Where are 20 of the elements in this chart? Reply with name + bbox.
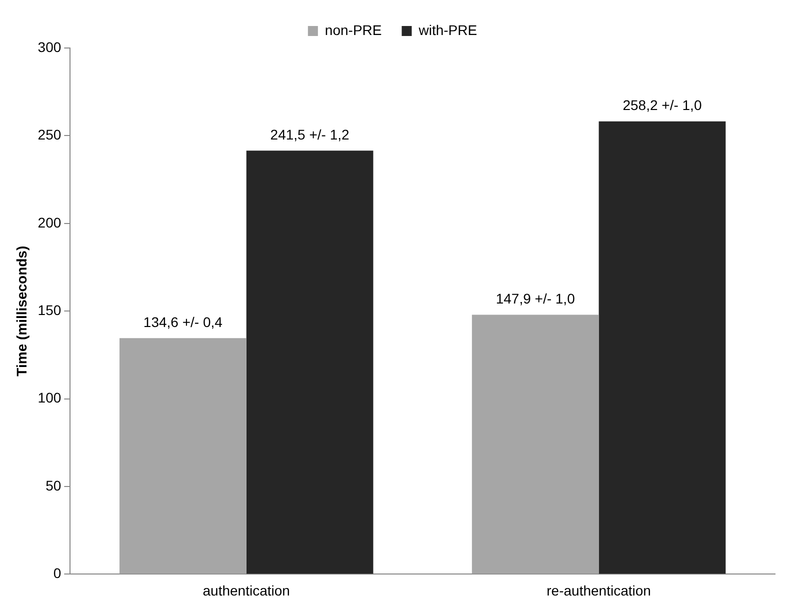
bar (120, 338, 246, 574)
y-tick-label: 150 (38, 302, 62, 318)
bar (472, 314, 599, 574)
y-tick-label: 250 (38, 126, 62, 143)
data-label: 147,9 +/- 1,0 (496, 290, 576, 307)
y-tick-label: 50 (46, 477, 62, 494)
data-label: 134,6 +/- 0,4 (143, 314, 223, 330)
data-label: 241,5 +/- 1,2 (270, 126, 350, 142)
data-label: 258,2 +/- 1,0 (622, 97, 702, 114)
y-tick-label: 300 (38, 38, 62, 55)
legend-label: with-PRE (418, 22, 478, 38)
bar (598, 121, 726, 574)
y-tick-label: 200 (38, 214, 62, 230)
y-tick-label: 100 (38, 390, 62, 406)
legend-label: non-PRE (324, 22, 382, 38)
bar (246, 150, 374, 574)
y-axis-title: Time (milliseconds) (13, 246, 30, 376)
y-tick-label: 0 (53, 565, 62, 582)
x-tick-label: re-authentication (546, 582, 651, 598)
x-tick-label: authentication (202, 582, 290, 598)
